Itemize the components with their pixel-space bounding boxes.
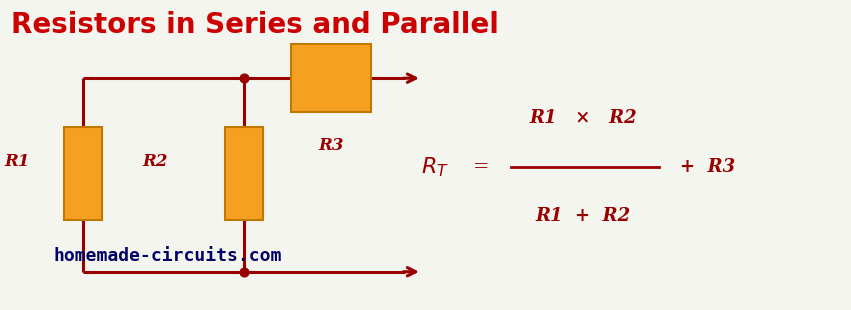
Text: R2: R2 [142,153,168,170]
Bar [225,127,263,219]
Text: Resistors in Series and Parallel: Resistors in Series and Parallel [11,11,499,39]
Point [237,76,251,81]
Point [237,269,251,274]
Text: =: = [473,158,489,176]
Text: homemade-circuits.com: homemade-circuits.com [54,247,282,265]
Text: $\mathit{R_T}$: $\mathit{R_T}$ [420,156,448,179]
Text: R3: R3 [318,137,344,154]
Bar [290,44,371,112]
Text: R1: R1 [4,153,30,170]
Text: R1   ×   R2: R1 × R2 [529,109,637,127]
Bar [64,127,102,219]
Text: R1  +  R2: R1 + R2 [535,207,631,225]
Text: +  R3: + R3 [680,158,735,176]
